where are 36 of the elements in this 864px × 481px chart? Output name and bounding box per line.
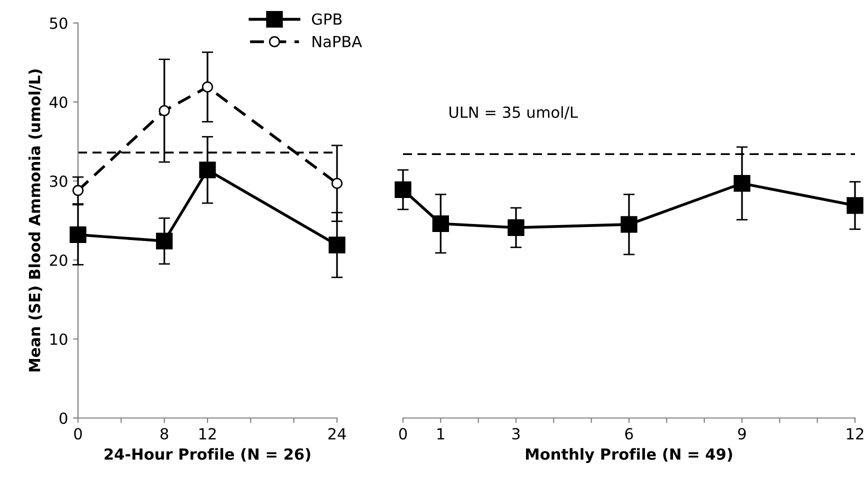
- point: [508, 219, 524, 236]
- x-axis-title: 24-Hour Profile (N = 26): [104, 448, 310, 462]
- annotation: ULN = 35 umol/L: [450, 106, 578, 120]
- point: [331, 178, 343, 189]
- point: [394, 181, 412, 198]
- x-tick-label: 24: [328, 428, 346, 440]
- x-tick-label: 8: [160, 428, 168, 440]
- x-tick-label: 9: [738, 428, 746, 440]
- point: [432, 215, 449, 232]
- x-tick-label: 0: [399, 428, 407, 440]
- y-axis-title: Mean (SE) Blood Ammonia (umol/L): [28, 70, 42, 372]
- point: [72, 184, 84, 196]
- x-tick-label: 1: [437, 428, 444, 440]
- point: [158, 105, 170, 116]
- y-tick-label: 40: [50, 96, 68, 108]
- y-tick-label: 10: [50, 333, 68, 346]
- y-tick-label: 30: [50, 175, 68, 188]
- point: [156, 232, 173, 250]
- x-axis-title: Monthly Profile (N = 49): [526, 448, 732, 463]
- point: [202, 81, 214, 93]
- y-tick-label: 0: [60, 412, 68, 424]
- point: [734, 175, 750, 192]
- y-tick-label: 50: [50, 17, 68, 30]
- legend-label: NaPBA: [312, 36, 362, 48]
- legend-label: GPB: [312, 13, 342, 25]
- point: [199, 162, 216, 178]
- x-tick-label: 12: [846, 428, 864, 440]
- x-tick-label: 3: [512, 428, 520, 440]
- point: [846, 197, 864, 214]
- point: [70, 226, 86, 244]
- x-tick-label: 6: [625, 428, 633, 440]
- y-tick-label: 20: [50, 254, 68, 266]
- point: [620, 216, 638, 233]
- x-tick-label: 12: [199, 428, 216, 440]
- x-tick-label: 0: [74, 428, 82, 440]
- point: [328, 236, 346, 254]
